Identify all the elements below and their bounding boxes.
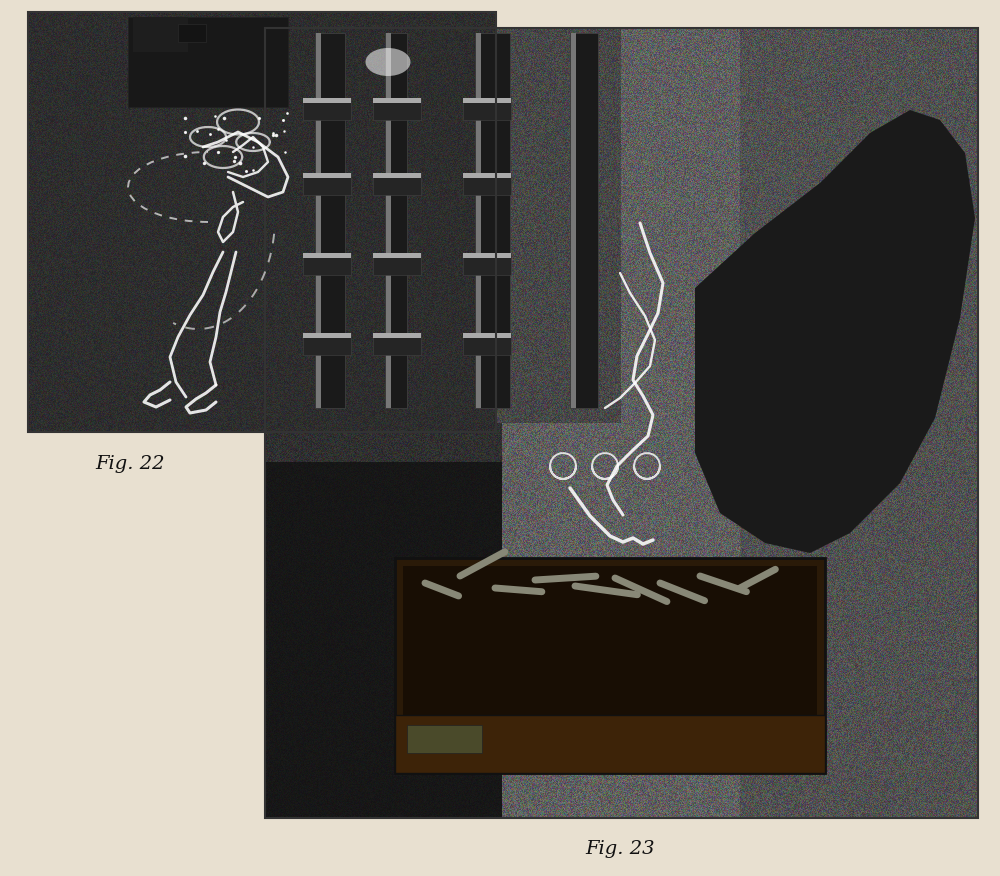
Bar xyxy=(303,333,351,338)
Bar xyxy=(303,173,351,195)
Bar xyxy=(265,28,978,818)
Bar xyxy=(463,253,511,275)
Bar xyxy=(265,462,502,817)
Bar xyxy=(385,33,407,408)
Bar xyxy=(303,253,351,258)
Bar xyxy=(373,333,421,338)
Bar xyxy=(303,253,351,275)
Bar xyxy=(133,17,188,52)
Bar xyxy=(303,333,351,355)
Bar xyxy=(476,33,481,408)
Bar xyxy=(463,173,511,195)
Ellipse shape xyxy=(366,48,411,76)
Bar xyxy=(373,173,421,195)
Bar xyxy=(463,98,511,120)
Bar xyxy=(28,12,496,432)
Bar xyxy=(403,566,817,716)
Bar xyxy=(373,333,421,355)
Bar xyxy=(395,558,825,773)
Bar xyxy=(316,33,321,408)
Bar xyxy=(463,173,511,178)
Bar xyxy=(373,173,421,178)
Bar xyxy=(373,253,421,258)
Bar xyxy=(463,333,511,338)
Bar xyxy=(373,98,421,103)
Bar xyxy=(463,253,511,258)
Bar xyxy=(373,253,421,275)
Bar xyxy=(128,17,288,107)
Bar xyxy=(463,333,511,355)
Bar xyxy=(303,173,351,178)
Bar xyxy=(475,33,510,408)
Bar xyxy=(373,98,421,120)
Bar xyxy=(303,98,351,120)
Bar xyxy=(315,33,345,408)
Bar xyxy=(463,98,511,103)
Bar xyxy=(303,98,351,103)
Bar xyxy=(178,24,206,42)
Bar xyxy=(386,33,391,408)
Text: Fig. 23: Fig. 23 xyxy=(585,840,655,858)
Bar xyxy=(571,33,576,408)
Bar xyxy=(570,33,598,408)
Bar xyxy=(407,725,482,753)
Text: Fig. 22: Fig. 22 xyxy=(95,455,165,473)
Bar xyxy=(395,715,825,773)
Polygon shape xyxy=(695,110,975,553)
